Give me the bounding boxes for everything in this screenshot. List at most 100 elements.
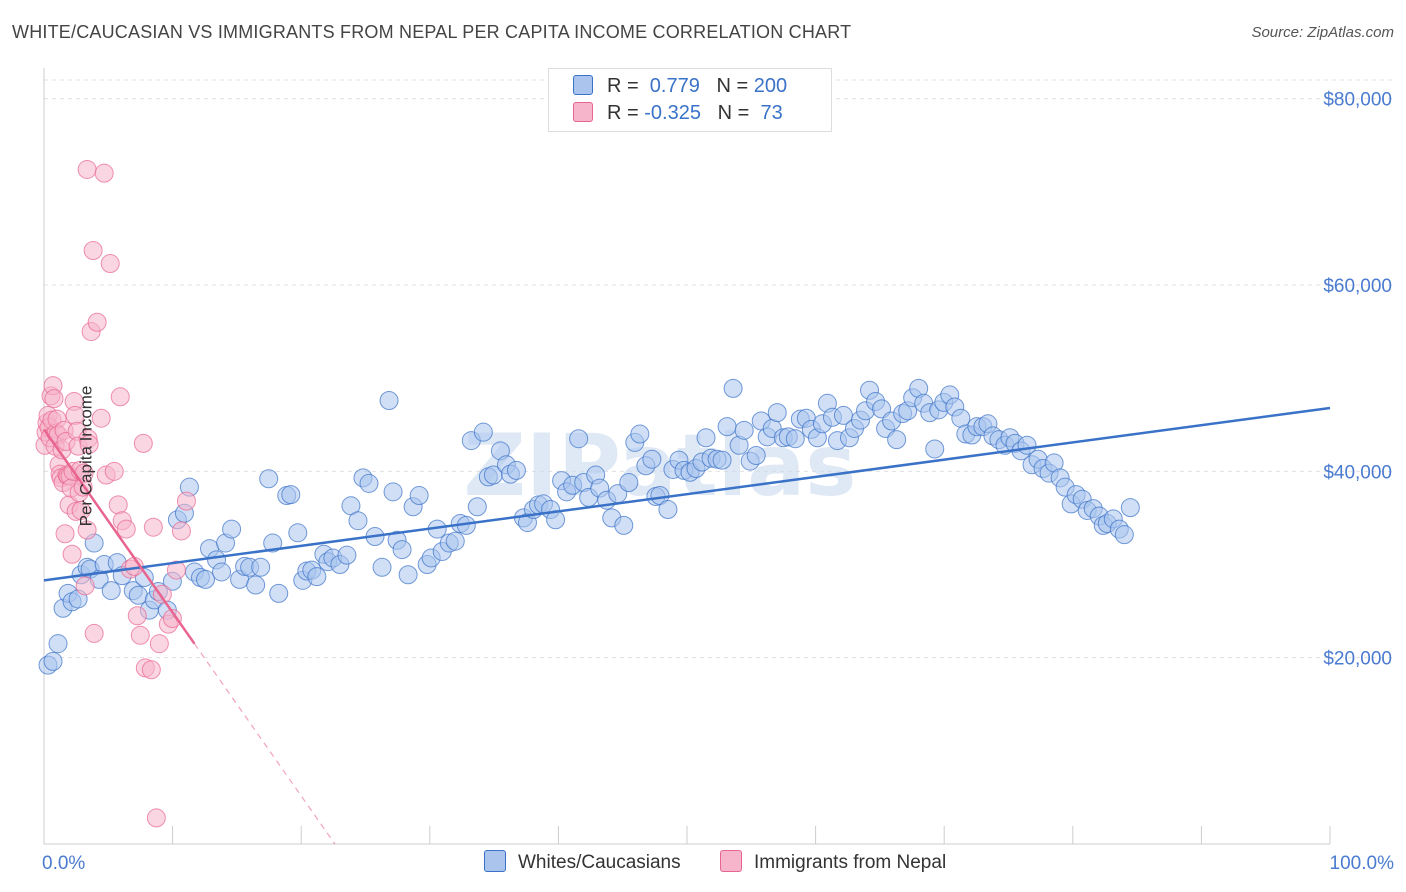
point-whites <box>746 445 766 465</box>
n-label: N = <box>716 75 754 97</box>
point-whites <box>383 482 403 502</box>
point-whites <box>337 545 357 565</box>
point-whites <box>473 422 493 442</box>
point-nepal <box>75 576 95 596</box>
point-whites <box>379 391 399 411</box>
point-nepal <box>79 434 99 454</box>
point-whites <box>269 583 289 603</box>
r-label: R = <box>607 102 645 124</box>
x-tick-label-min: 0.0% <box>42 853 85 874</box>
chart-title: WHITE/CAUCASIAN VS IMMIGRANTS FROM NEPAL… <box>12 22 852 42</box>
point-whites <box>259 469 279 489</box>
point-whites <box>506 460 526 480</box>
legend-row-nepal: R = -0.325 N = 73 <box>573 102 783 128</box>
point-nepal <box>87 312 107 332</box>
point-nepal <box>84 623 104 643</box>
point-nepal <box>130 625 150 645</box>
legend-label-whites: Whites/Caucasians <box>518 852 681 873</box>
legend-label-nepal: Immigrants from Nepal <box>754 852 947 873</box>
point-whites <box>263 533 283 553</box>
legend-row-whites: R = 0.779 N = 200 <box>573 75 787 101</box>
point-nepal <box>149 634 169 654</box>
point-nepal <box>176 491 196 511</box>
point-whites <box>445 531 465 551</box>
point-whites <box>246 575 266 595</box>
r-label: R = <box>607 75 645 97</box>
correlation-legend: R = 0.779 N = 200 R = -0.325 N = 73 <box>548 68 832 132</box>
point-whites <box>614 515 634 535</box>
point-whites <box>723 378 743 398</box>
point-nepal <box>77 159 97 179</box>
point-whites <box>307 567 327 587</box>
trendline-nepal <box>42 428 196 645</box>
point-nepal <box>171 521 191 541</box>
point-whites <box>348 511 368 531</box>
point-nepal <box>166 560 186 580</box>
point-nepal <box>71 500 91 520</box>
point-whites <box>569 429 589 449</box>
point-whites <box>359 473 379 493</box>
point-whites <box>887 430 907 450</box>
y-tick-label: $80,000 <box>1323 90 1392 111</box>
point-whites <box>658 500 678 520</box>
legend-item-nepal[interactable]: Immigrants from Nepal <box>720 850 946 874</box>
y-axis-label: Per Capita Income <box>76 385 96 527</box>
point-whites <box>101 581 121 601</box>
point-nepal <box>62 544 82 564</box>
legend-item-whites[interactable]: Whites/Caucasians <box>484 850 681 874</box>
x-tick-label-max: 100.0% <box>1330 853 1395 874</box>
point-whites <box>195 569 215 589</box>
n-value: 200 <box>753 75 788 97</box>
point-nepal <box>100 254 120 274</box>
point-nepal <box>77 520 97 540</box>
point-whites <box>767 403 787 423</box>
point-whites <box>1114 525 1134 545</box>
n-label: N = <box>717 102 755 124</box>
legend-swatch-nepal <box>720 850 742 872</box>
y-tick-label: $20,000 <box>1323 649 1392 670</box>
point-whites <box>128 585 148 605</box>
point-whites <box>48 634 68 654</box>
point-nepal <box>104 461 124 481</box>
source-label: Source: ZipAtlas.com <box>1251 24 1394 41</box>
point-nepal <box>110 387 130 407</box>
point-whites <box>43 651 63 671</box>
r-value: 0.779 <box>644 75 700 97</box>
point-nepal <box>94 163 114 183</box>
legend-swatch-blue <box>573 75 593 95</box>
point-whites <box>251 557 271 577</box>
r-value: -0.325 <box>644 102 701 124</box>
n-value: 73 <box>754 102 783 124</box>
point-whites <box>398 565 418 585</box>
y-tick-label: $40,000 <box>1323 462 1392 483</box>
point-whites <box>288 523 308 543</box>
point-whites <box>1120 498 1140 518</box>
point-whites <box>392 540 412 560</box>
point-nepal <box>127 606 147 626</box>
point-nepal <box>83 241 103 261</box>
point-whites <box>734 420 754 440</box>
point-nepal <box>108 495 128 515</box>
point-whites <box>785 429 805 449</box>
point-nepal <box>146 808 166 828</box>
point-whites <box>712 450 732 470</box>
point-whites <box>630 424 650 444</box>
point-whites <box>409 486 429 506</box>
point-nepal <box>116 519 136 539</box>
point-whites <box>372 557 392 577</box>
point-nepal <box>55 524 75 544</box>
point-nepal <box>141 660 161 680</box>
point-whites <box>619 472 639 492</box>
y-tick-label: $60,000 <box>1323 276 1392 297</box>
point-whites <box>951 408 971 428</box>
point-whites <box>717 417 737 437</box>
trendline-whites <box>43 406 1331 582</box>
point-nepal <box>143 517 163 537</box>
point-whites <box>212 562 232 582</box>
legend-swatch-pink <box>573 102 593 122</box>
point-whites <box>467 497 487 517</box>
trendline-nepal-extrapolated <box>193 643 336 845</box>
point-nepal <box>162 609 182 629</box>
legend-swatch-whites <box>484 850 506 872</box>
